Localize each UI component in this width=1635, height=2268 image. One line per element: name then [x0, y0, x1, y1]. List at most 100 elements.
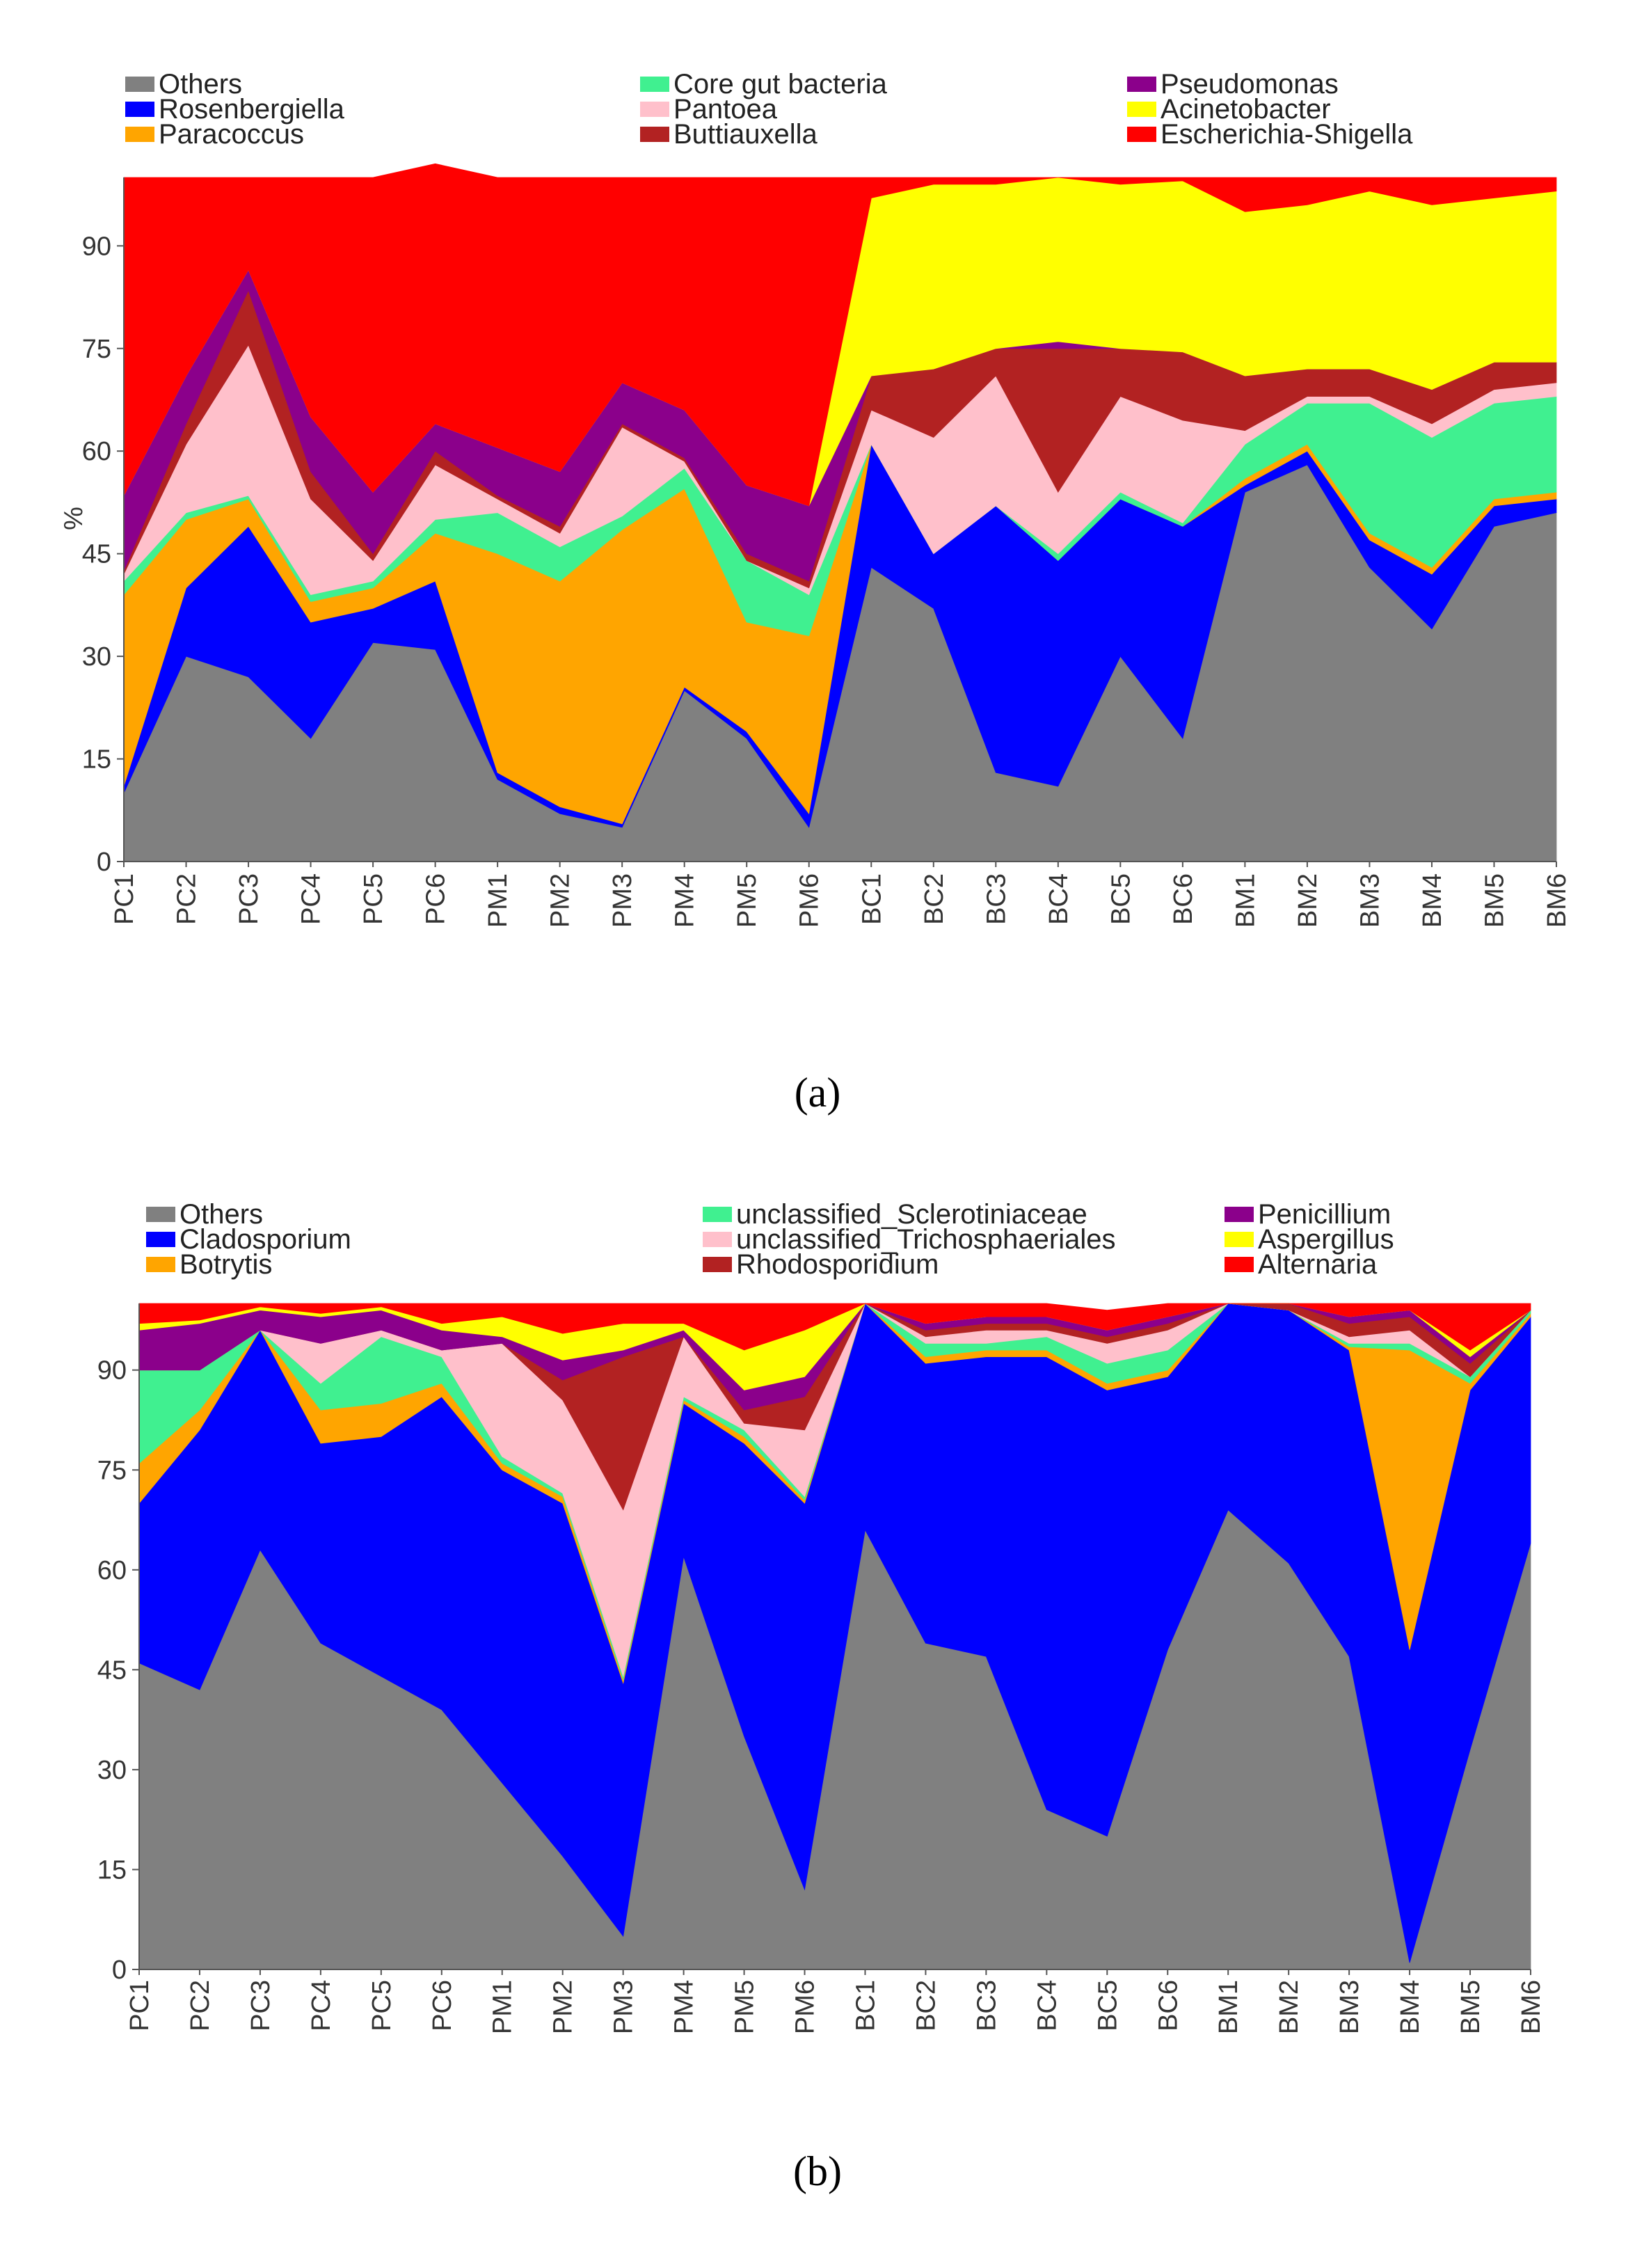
x-tick-label: PC3	[246, 1980, 276, 2031]
x-tick-label: BC6	[1169, 873, 1198, 925]
x-tick-label: PM2	[546, 873, 575, 928]
legend-swatch	[640, 102, 669, 117]
legend-item: Rosenbergiella	[125, 94, 345, 125]
x-tick-label: PM5	[733, 873, 762, 928]
x-tick-label: BM1	[1231, 873, 1260, 928]
legend-item: Paracoccus	[125, 119, 304, 150]
y-tick-label: 0	[112, 1956, 127, 1985]
legend-swatch	[1127, 127, 1156, 142]
y-tick-label: 30	[82, 642, 111, 672]
x-tick-label: PM5	[731, 1980, 760, 2034]
legend-label: Pantoea	[673, 94, 778, 125]
legend-item: Botrytis	[146, 1249, 272, 1280]
x-tick-label: PM6	[795, 873, 824, 928]
y-tick-label: 30	[97, 1756, 127, 1785]
y-tick-label: 90	[82, 232, 111, 261]
legend-label: unclassified_Sclerotiniaceae	[736, 1199, 1087, 1230]
x-tick-label: BC4	[1044, 873, 1074, 925]
legend-item: unclassified_Sclerotiniaceae	[703, 1199, 1087, 1230]
x-tick-label: BC1	[857, 873, 886, 925]
legend-item: Others	[146, 1199, 263, 1230]
area-escherichia-shigella	[123, 163, 1557, 507]
legend-label: Rhodosporidium	[736, 1249, 939, 1280]
legend-label: Buttiauxella	[673, 119, 818, 150]
y-tick-label: 15	[97, 1855, 127, 1885]
x-tick-label: BM3	[1335, 1980, 1364, 2034]
legend-item: Aspergillus	[1225, 1224, 1394, 1255]
panel-caption: (a)	[795, 1070, 841, 1116]
x-tick-label: BC2	[911, 1980, 941, 2031]
x-tick-label: BM2	[1293, 873, 1323, 928]
y-tick-label: 45	[97, 1656, 127, 1685]
legend-label: Pseudomonas	[1161, 69, 1339, 100]
legend-swatch	[640, 77, 669, 92]
legend-item: Penicillium	[1225, 1199, 1391, 1230]
legend-item: unclassified_Trichosphaeriales	[703, 1224, 1115, 1255]
y-tick-label: 75	[97, 1456, 127, 1485]
x-tick-label: BC3	[972, 1980, 1001, 2031]
y-tick-label: 0	[97, 848, 111, 877]
y-axis-title: %	[59, 507, 88, 530]
x-tick-label: BM5	[1480, 873, 1509, 928]
legend-label: Escherichia-Shigella	[1161, 119, 1413, 150]
x-tick-label: BM1	[1214, 1980, 1243, 2034]
legend-label: Others	[180, 1199, 263, 1230]
x-tick-label: BM2	[1275, 1980, 1304, 2034]
x-tick-label: PM4	[670, 1980, 699, 2034]
x-tick-label: PC4	[297, 873, 326, 925]
legend-label: Rosenbergiella	[159, 94, 345, 125]
y-tick-label: 60	[97, 1556, 127, 1585]
x-tick-label: PC5	[367, 1980, 397, 2031]
x-tick-label: BM6	[1517, 1980, 1546, 2034]
panel-caption: (b)	[793, 2148, 842, 2194]
legend-item: Escherichia-Shigella	[1127, 119, 1413, 150]
x-tick-label: PC6	[422, 873, 451, 925]
x-tick-label: PC2	[173, 873, 202, 925]
legend-swatch	[1225, 1257, 1254, 1272]
legend-item: Core gut bacteria	[640, 69, 888, 100]
legend-swatch	[640, 127, 669, 142]
x-tick-label: PC4	[307, 1980, 336, 2031]
legend-label: Paracoccus	[159, 119, 304, 150]
y-tick-label: 45	[82, 540, 111, 569]
legend-item: Rhodosporidium	[703, 1249, 939, 1280]
legend-swatch	[1127, 102, 1156, 117]
x-tick-label: BC3	[982, 873, 1011, 925]
x-tick-label: PM4	[671, 873, 700, 928]
y-tick-label: 75	[82, 335, 111, 364]
x-tick-label: PM3	[609, 1980, 639, 2034]
legend-label: Alternaria	[1258, 1249, 1378, 1280]
legend-swatch	[146, 1257, 175, 1272]
legend-label: unclassified_Trichosphaeriales	[736, 1224, 1115, 1255]
legend-label: Others	[159, 69, 242, 100]
legend-swatch	[125, 77, 154, 92]
legend-swatch	[125, 102, 154, 117]
legend-swatch	[703, 1207, 732, 1222]
legend-item: Cladosporium	[146, 1224, 351, 1255]
legend-swatch	[703, 1232, 732, 1247]
x-tick-label: PM2	[549, 1980, 578, 2034]
legend-swatch	[703, 1257, 732, 1272]
legend-label: Penicillium	[1258, 1199, 1391, 1230]
legend-item: Others	[125, 69, 242, 100]
x-tick-label: PM1	[488, 1980, 518, 2034]
x-tick-label: BC2	[920, 873, 949, 925]
legend-swatch	[1127, 77, 1156, 92]
x-tick-label: PC3	[234, 873, 264, 925]
legend-label: Core gut bacteria	[673, 69, 888, 100]
legend-swatch	[1225, 1232, 1254, 1247]
y-tick-label: 90	[97, 1356, 127, 1386]
x-tick-label: PM3	[608, 873, 637, 928]
y-tick-label: 15	[82, 745, 111, 775]
legend-label: Botrytis	[180, 1249, 272, 1280]
x-tick-label: BC1	[851, 1980, 880, 2031]
x-tick-label: BM6	[1542, 873, 1572, 928]
x-tick-label: BM5	[1456, 1980, 1485, 2034]
legend-swatch	[125, 127, 154, 142]
legend-item: Pantoea	[640, 94, 778, 125]
x-tick-label: PC1	[110, 873, 139, 925]
x-tick-label: BM4	[1396, 1980, 1425, 2034]
x-tick-label: PM6	[791, 1980, 820, 2034]
x-tick-label: BM4	[1418, 873, 1447, 928]
